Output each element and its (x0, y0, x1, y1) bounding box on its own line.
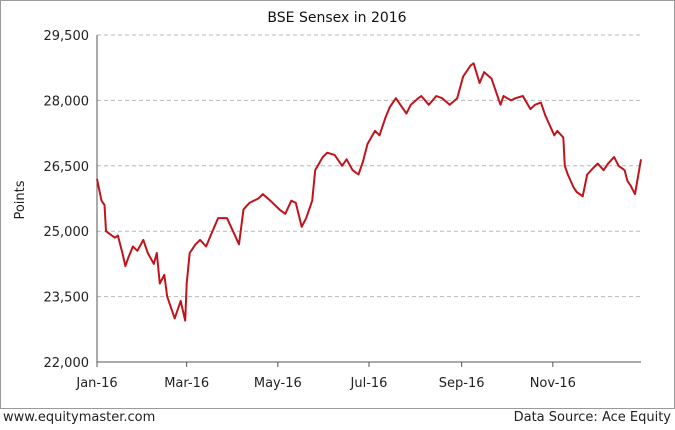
chart-frame (0, 0, 675, 409)
x-tick-label: Jan-16 (75, 376, 117, 391)
y-tick-label: 25,000 (44, 225, 90, 240)
axes (96, 35, 641, 363)
x-axis-ticks: Jan-16 Mar-16 May-16 Jul-16 Sep-16 Nov-16 (75, 362, 576, 391)
chart-title: BSE Sensex in 2016 (267, 10, 406, 26)
y-tick-label: 23,500 (44, 291, 90, 306)
sensex-series-line-0 (96, 62, 642, 322)
gridlines (97, 34, 641, 298)
x-tick-label: Nov-16 (530, 376, 576, 391)
y-tick-label: 22,000 (44, 356, 90, 371)
source-footer: Data Source: Ace Equity (513, 410, 671, 425)
y-tick-label: 26,500 (44, 160, 90, 175)
y-axis-ticks: 22,000 23,500 25,000 26,500 28,000 29,500 (44, 29, 90, 371)
website-footer: www.equitymaster.com (3, 410, 156, 425)
x-tick-label: Mar-16 (164, 376, 209, 391)
y-axis-label: Points (13, 180, 28, 219)
x-tick-label: May-16 (254, 376, 302, 391)
line-chart: BSE Sensex in 2016 22,000 23,500 25,000 26,… (13, 10, 642, 391)
y-tick-label: 28,000 (44, 94, 90, 109)
x-tick-label: Jul-16 (350, 376, 388, 391)
series-layer (96, 62, 642, 322)
x-tick-label: Sep-16 (439, 376, 485, 391)
y-tick-label: 29,500 (44, 29, 90, 44)
